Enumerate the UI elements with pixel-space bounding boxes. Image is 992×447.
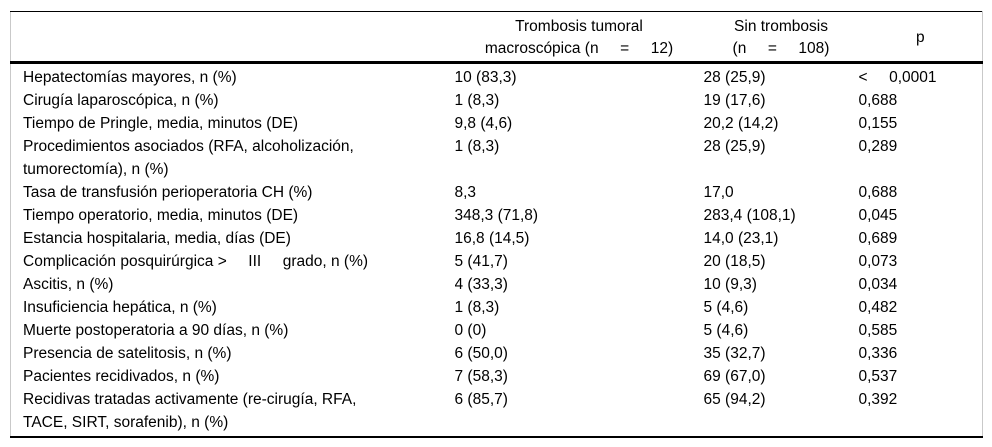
cell-no-thrombosis: 17,0: [703, 184, 734, 201]
table-row: Procedimientos asociados (RFA, alcoholiz…: [11, 135, 983, 181]
cell-p: < 0,0001: [858, 69, 937, 86]
table-row: Tiempo de Pringle, media, minutos (DE) 9,…: [11, 112, 983, 135]
cell-p: 0,392: [858, 391, 898, 408]
cell-thrombosis: 5 (41,7): [454, 253, 508, 270]
cell-thrombosis: 348,3 (71,8): [454, 207, 539, 224]
cell-no-thrombosis: 283,4 (108,1): [703, 207, 796, 224]
cell-no-thrombosis: 10 (9,3): [703, 276, 757, 293]
cell-no-thrombosis: 5 (4,6): [703, 299, 749, 316]
cell-label: Complicación posquirúrgica > III grado, …: [23, 253, 369, 270]
cell-label: Tiempo operatorio, media, minutos (DE): [23, 207, 299, 224]
cell-no-thrombosis: 19 (17,6): [703, 92, 766, 109]
cell-no-thrombosis: 14,0 (23,1): [703, 230, 779, 247]
table-body: Hepatectomías mayores, n (%) 10 (83,3) 28 …: [11, 63, 983, 438]
cell-label: Presencia de satelitosis, n (%): [23, 345, 232, 362]
cell-p: 0,045: [858, 207, 898, 224]
cell-label: Cirugía laparoscópica, n (%): [23, 92, 219, 109]
table-row: Insuficiencia hepática, n (%) 1 (8,3) 5 (4…: [11, 296, 983, 319]
cell-p: 0,073: [858, 253, 898, 270]
cell-no-thrombosis: 20 (18,5): [703, 253, 766, 270]
table-row: Cirugía laparoscópica, n (%) 1 (8,3) 19 (1…: [11, 89, 983, 112]
cell-label: Insuficiencia hepática, n (%): [23, 299, 217, 316]
cell-thrombosis: 7 (58,3): [454, 368, 508, 385]
cell-no-thrombosis: 65 (94,2): [703, 391, 766, 408]
cell-no-thrombosis: 35 (32,7): [703, 345, 766, 362]
header-no-thrombosis-group: Sin trombosis (n = 108): [703, 11, 859, 64]
header-thrombosis-group: Trombosis tumoral macroscópica (n = 12): [454, 11, 704, 64]
cell-thrombosis: 16,8 (14,5): [454, 230, 530, 247]
table-row: Tiempo operatorio, media, minutos (DE) 34…: [11, 204, 983, 227]
cell-thrombosis: 6 (50,0): [454, 345, 508, 362]
cell-p: 0,585: [858, 322, 898, 339]
table-row: Pacientes recidivados, n (%) 7 (58,3) 69 (…: [11, 365, 983, 388]
cell-label: Muerte postoperatoria a 90 días, n (%): [23, 322, 289, 339]
cell-no-thrombosis: 20,2 (14,2): [703, 115, 779, 132]
cell-no-thrombosis: 69 (67,0): [703, 368, 766, 385]
cell-p: 0,482: [858, 299, 898, 316]
table-row: Complicación posquirúrgica > III grado, …: [11, 250, 983, 273]
header-row: Trombosis tumoral macroscópica (n = 12) …: [10, 11, 983, 64]
cell-p: 0,688: [858, 184, 898, 201]
cell-thrombosis: 1 (8,3): [454, 138, 500, 155]
cell-p: 0,155: [858, 115, 898, 132]
cell-p: 0,688: [858, 92, 898, 109]
cell-p: 0,689: [858, 230, 898, 247]
cell-p: 0,336: [858, 345, 898, 362]
cell-no-thrombosis: 28 (25,9): [703, 138, 766, 155]
cell-no-thrombosis: 5 (4,6): [703, 322, 749, 339]
cell-label: Tasa de transfusión perioperatoria CH (%…: [23, 184, 313, 201]
cell-thrombosis: 8,3: [454, 184, 477, 201]
cell-thrombosis: 6 (85,7): [454, 391, 508, 408]
cell-label: Tiempo de Pringle, media, minutos (DE): [23, 115, 299, 132]
cell-label: Procedimientos asociados (RFA, alcoholiz…: [23, 138, 354, 178]
cell-thrombosis: 4 (33,3): [454, 276, 508, 293]
table-row: Ascitis, n (%) 4 (33,3) 10 (9,3) 0,034: [11, 273, 983, 296]
cell-thrombosis: 0 (0): [454, 322, 487, 339]
cell-label: Hepatectomías mayores, n (%): [23, 69, 237, 86]
cell-thrombosis: 1 (8,3): [454, 92, 500, 109]
cell-label: Ascitis, n (%): [23, 276, 114, 293]
cell-label: Estancia hospitalaria, media, días (DE): [23, 230, 291, 247]
cell-thrombosis: 10 (83,3): [454, 69, 517, 86]
cell-p: 0,537: [858, 368, 898, 385]
cell-thrombosis: 1 (8,3): [454, 299, 500, 316]
cell-no-thrombosis: 28 (25,9): [703, 69, 766, 86]
cell-thrombosis: 9,8 (4,6): [454, 115, 513, 132]
cell-p: 0,034: [858, 276, 898, 293]
header-p-value: p: [858, 11, 983, 64]
cell-label: Recidivas tratadas activamente (re-cirug…: [23, 391, 357, 431]
table-row: Estancia hospitalaria, media, días (DE) 1…: [11, 227, 983, 250]
cell-label: Pacientes recidivados, n (%): [23, 368, 220, 385]
table-row: Hepatectomías mayores, n (%) 10 (83,3) 28 …: [11, 63, 983, 90]
table-row: Muerte postoperatoria a 90 días, n (%) 0 …: [11, 319, 983, 342]
cell-p: 0,289: [858, 138, 898, 155]
table-row: Recidivas tratadas activamente (re-cirug…: [11, 388, 983, 437]
table-row: Presencia de satelitosis, n (%) 6 (50,0) 3…: [11, 342, 983, 365]
table-row: Tasa de transfusión perioperatoria CH (%…: [11, 181, 983, 204]
header-variable: [10, 11, 455, 64]
table-header: Trombosis tumoral macroscópica (n = 12) …: [10, 11, 983, 64]
comparison-table: Trombosis tumoral macroscópica (n = 12) …: [10, 11, 983, 438]
